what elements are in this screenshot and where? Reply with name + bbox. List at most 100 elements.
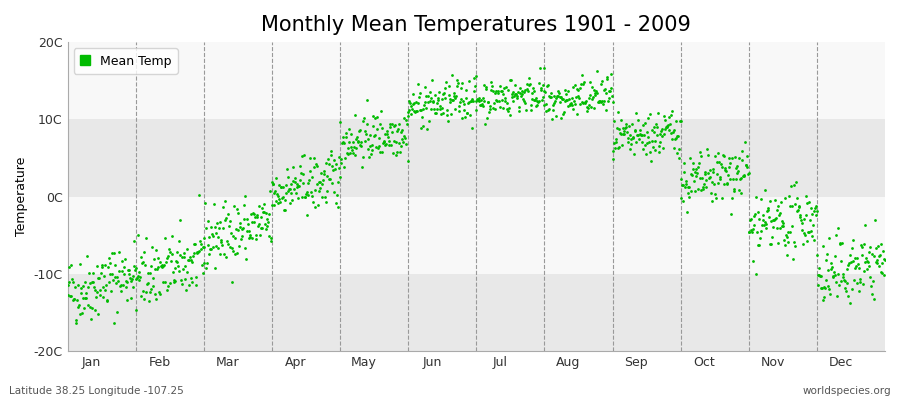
Point [181,257,195,263]
Point [220,210,235,217]
Point [583,78,598,85]
Point [702,175,716,182]
Point [234,226,248,232]
Point [660,123,674,129]
Point [497,85,511,91]
Point [265,201,279,208]
Point [491,90,506,96]
Point [779,234,794,241]
Point [602,88,616,95]
Point [126,273,140,279]
Point [765,234,779,240]
Point [790,208,805,214]
Point [295,171,310,177]
Point [833,278,848,284]
Point [529,98,544,104]
Point [554,94,569,100]
Point [819,277,833,284]
Point [421,93,436,100]
Point [78,295,93,301]
Point [61,292,76,298]
Point [589,92,603,98]
Point [333,174,347,180]
Point [536,88,551,94]
Point [197,234,211,241]
Point [337,164,351,171]
Point [307,164,321,170]
Point [314,170,328,176]
Point [394,136,409,142]
Point [400,157,415,164]
Point [659,124,673,131]
Point [561,88,575,94]
Point [851,287,866,294]
Point [802,199,816,205]
Point [522,75,536,81]
Point [68,296,82,302]
Point [386,123,400,129]
Point [863,244,878,250]
Point [584,104,598,110]
Point [402,106,417,113]
Point [281,188,295,194]
Point [72,310,86,317]
Point [455,80,470,86]
Point [699,176,714,183]
Point [154,263,168,270]
Point [65,276,79,282]
Point [749,271,763,278]
Point [741,170,755,177]
Point [362,154,376,160]
Point [795,227,809,233]
Point [508,90,523,97]
Point [295,194,310,200]
Point [72,302,86,308]
Point [486,105,500,112]
Point [598,86,612,92]
Point [652,139,667,145]
Point [123,295,138,301]
Point [571,93,585,100]
Point [538,108,553,114]
Point [340,150,355,156]
Point [464,98,479,105]
Point [447,93,462,99]
Point [816,243,831,250]
Point [291,182,305,189]
Point [570,86,584,92]
Point [107,320,122,327]
Point [374,120,388,127]
Point [669,118,683,124]
Point [793,214,807,220]
Point [662,120,677,127]
Point [550,93,564,99]
Point [122,271,137,277]
Point [329,200,344,206]
Point [694,153,708,160]
Point [176,266,190,272]
Point [177,254,192,260]
Point [518,87,533,94]
Point [482,99,496,105]
Point [111,278,125,285]
Point [230,210,245,216]
Point [841,262,855,269]
Point [164,258,178,264]
Point [108,262,122,268]
Point [509,95,524,102]
Point [424,94,438,101]
Point [166,269,180,275]
Point [347,152,362,158]
Point [590,90,604,96]
Point [336,139,350,146]
Point [397,115,411,122]
Point [562,102,577,108]
Point [608,118,622,125]
Point [556,111,571,117]
Point [302,177,316,183]
Point [91,310,105,317]
Point [564,94,579,101]
Point [591,98,606,104]
Point [326,167,340,174]
Point [875,260,889,266]
